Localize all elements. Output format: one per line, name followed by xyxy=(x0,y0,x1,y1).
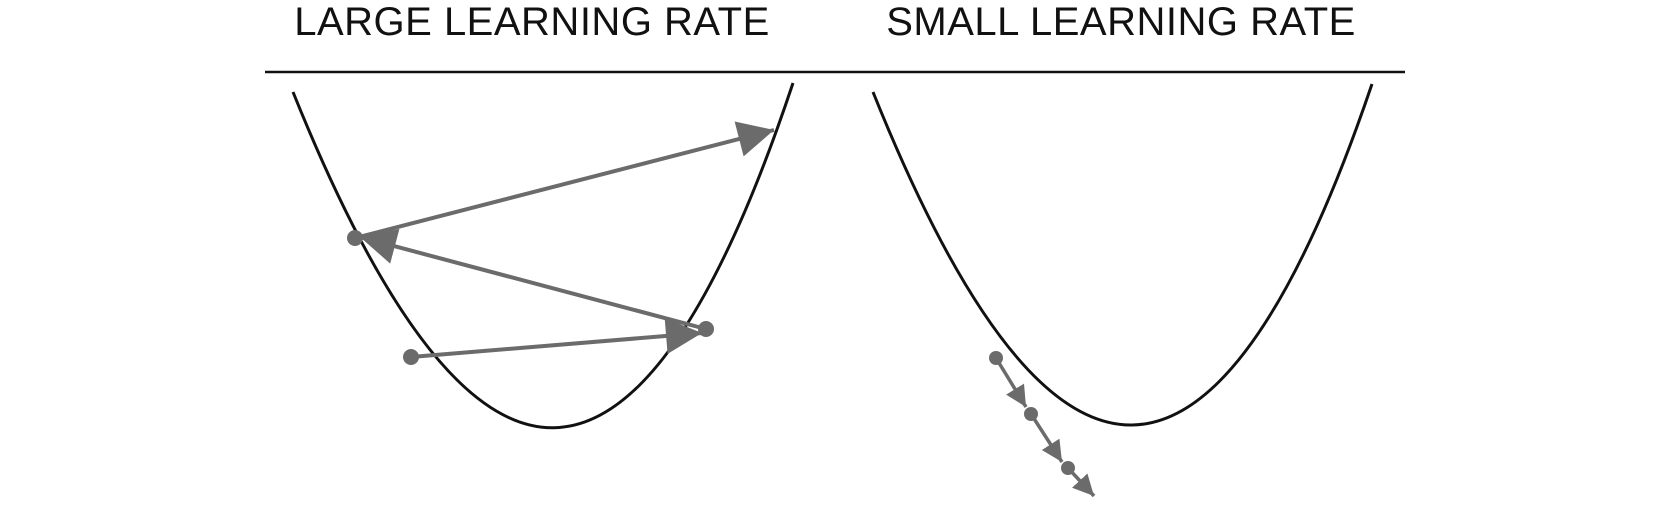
small-step-arrow-2 xyxy=(1029,413,1064,463)
small-step-point-2 xyxy=(1024,407,1038,421)
gradient-step-arrow-2 xyxy=(359,228,707,331)
step-point-3 xyxy=(347,230,363,246)
loss-curve-small-lr xyxy=(871,83,1374,427)
small-learning-rate-title: SMALL LEARNING RATE xyxy=(886,0,1356,44)
large-learning-rate-title: LARGE LEARNING RATE xyxy=(294,0,770,44)
loss-curve-large-lr xyxy=(291,82,795,430)
small-step-point-3 xyxy=(1061,461,1075,475)
small-step-point-1 xyxy=(989,351,1003,365)
gradient-step-arrow-3 xyxy=(354,121,775,240)
step-point-1 xyxy=(403,349,419,365)
step-point-2 xyxy=(698,321,714,337)
small-step-arrow-1 xyxy=(994,357,1028,408)
gradient-step-arrow-1 xyxy=(410,318,703,359)
